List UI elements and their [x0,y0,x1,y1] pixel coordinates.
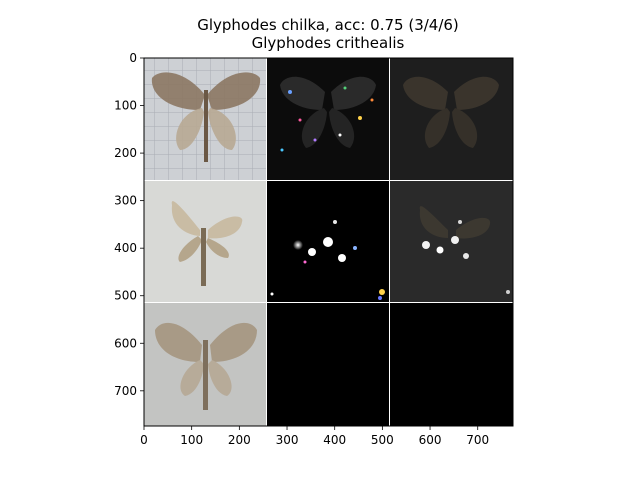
x-tick-label: 100 [180,433,203,447]
image-tiles [144,58,513,426]
y-tick-label: 400 [114,241,137,255]
x-tick-label: 700 [466,433,489,447]
tile-blank-2 [390,303,513,426]
x-tick-label: 200 [228,433,251,447]
x-tick-label: 500 [371,433,394,447]
tile-masked-1 [390,58,513,180]
chart-title: Glyphodes chilka, acc: 0.75 (3/4/6) [197,16,459,34]
tile-attribution-2 [267,181,389,302]
tile-moth-photo-1 [144,58,266,180]
chart-subtitle: Glyphodes crithealis [251,34,405,52]
tile-moth-photo-3 [144,303,266,426]
x-tick-label: 400 [323,433,346,447]
y-tick-label: 700 [114,384,137,398]
tile-masked-2 [390,181,513,302]
y-tick-label: 300 [114,194,137,208]
x-axis: 0 100 200 300 400 500 600 700 [140,426,489,447]
tile-blank-1 [267,303,389,426]
tile-moth-photo-2 [144,181,266,302]
y-axis: 0 100 200 300 400 500 600 700 [114,51,144,398]
x-tick-label: 300 [276,433,299,447]
x-tick-label: 600 [419,433,442,447]
x-tick-label: 0 [140,433,148,447]
y-tick-label: 100 [114,99,137,113]
y-tick-label: 200 [114,146,137,160]
y-tick-label: 500 [114,289,137,303]
axes-frame [143,57,514,427]
y-tick-label: 0 [129,51,137,65]
y-tick-label: 600 [114,336,137,350]
tile-attribution-1 [267,58,389,180]
